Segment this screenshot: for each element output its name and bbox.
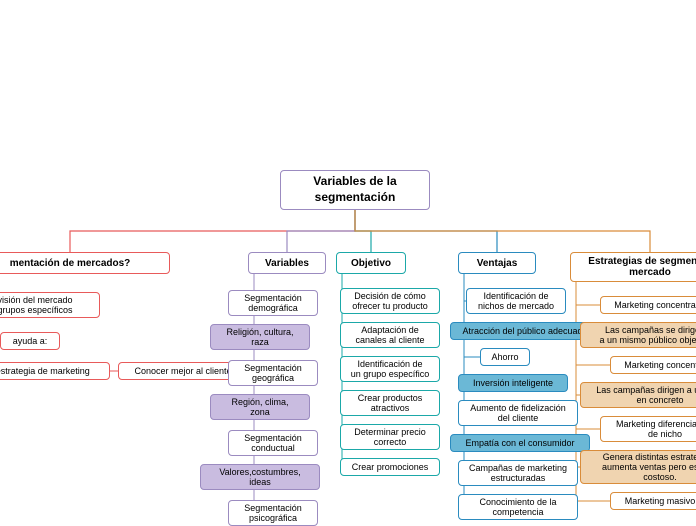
branch-3-child-2[interactable]: Ahorro — [480, 348, 530, 366]
branch-1-child-1[interactable]: Religión, cultura,raza — [210, 324, 310, 350]
branch-4-child-6[interactable]: Marketing masivo — [610, 492, 696, 510]
branch-1-child-2[interactable]: Segmentacióngeográfica — [228, 360, 318, 386]
branch-4-child-5[interactable]: Genera distintas estrategias,aumenta ven… — [580, 450, 696, 484]
branch-1-child-6[interactable]: Segmentaciónpsicográfica — [228, 500, 318, 526]
branch-3[interactable]: Ventajas — [458, 252, 536, 274]
branch-3-child-0[interactable]: Identificación denichos de mercado — [466, 288, 566, 314]
branch-0-child-2[interactable]: r estrategia de marketing — [0, 362, 110, 380]
branch-2-child-5[interactable]: Crear promociones — [340, 458, 440, 476]
branch-3-child-4[interactable]: Aumento de fidelizacióndel cliente — [458, 400, 578, 426]
branch-3-child-7[interactable]: Conocimiento de lacompetencia — [458, 494, 578, 520]
branch-1-child-4[interactable]: Segmentaciónconductual — [228, 430, 318, 456]
branch-2-child-4[interactable]: Determinar preciocorrecto — [340, 424, 440, 450]
branch-1-child-5[interactable]: Valores,costumbres,ideas — [200, 464, 320, 490]
branch-0[interactable]: mentación de mercados? — [0, 252, 170, 274]
branch-2-child-3[interactable]: Crear productosatractivos — [340, 390, 440, 416]
branch-3-child-1[interactable]: Atracción del público adecuado — [450, 322, 600, 340]
branch-1-child-3[interactable]: Región, clima,zona — [210, 394, 310, 420]
branch-2-child-2[interactable]: Identificación deun grupo específico — [340, 356, 440, 382]
branch-3-child-5[interactable]: Empatía con el consumidor — [450, 434, 590, 452]
branch-0-child-0[interactable]: visión del mercadogrupos específicos — [0, 292, 100, 318]
branch-4-child-3[interactable]: Las campañas dirigen a un públen concret… — [580, 382, 696, 408]
branch-4[interactable]: Estrategias de segmentacmercado — [570, 252, 696, 282]
branch-4-child-2[interactable]: Marketing concentrado — [610, 356, 696, 374]
branch-3-child-6[interactable]: Campañas de marketingestructuradas — [458, 460, 578, 486]
branch-4-child-1[interactable]: Las campañas se dirigena un mismo públic… — [580, 322, 696, 348]
branch-1-child-0[interactable]: Segmentacióndemográfica — [228, 290, 318, 316]
branch-0-child-1[interactable]: ayuda a: — [0, 332, 60, 350]
branch-3-child-3[interactable]: Inversión inteligente — [458, 374, 568, 392]
branch-2-child-0[interactable]: Decisión de cómoofrecer tu producto — [340, 288, 440, 314]
branch-2-child-1[interactable]: Adaptación decanales al cliente — [340, 322, 440, 348]
branch-2[interactable]: Objetivo — [336, 252, 406, 274]
branch-4-child-0[interactable]: Marketing concentrado — [600, 296, 696, 314]
branch-1[interactable]: Variables — [248, 252, 326, 274]
branch-4-child-4[interactable]: Marketing diferenciado yde nicho — [600, 416, 696, 442]
root-node[interactable]: Variables de lasegmentación — [280, 170, 430, 210]
